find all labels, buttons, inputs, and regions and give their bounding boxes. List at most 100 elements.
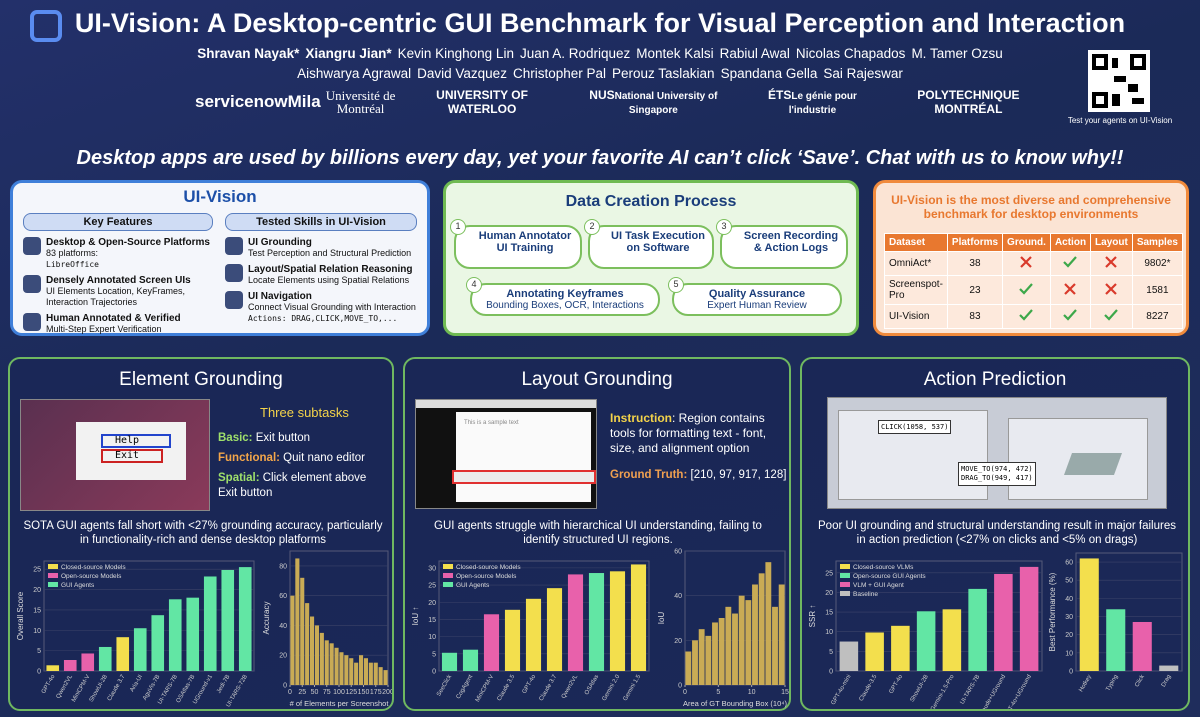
x-tick-label: 75 (323, 689, 331, 696)
y-tick-label: 0 (283, 683, 287, 690)
x-tick-label: Gemini-1.5-Pro (930, 673, 956, 709)
cell: 8227 (1131, 304, 1183, 329)
hist-bar (314, 625, 319, 685)
y-tick-label: 60 (1065, 560, 1073, 567)
step: Screen Recording & Action Logs (720, 225, 848, 269)
hist-bar (378, 667, 383, 685)
step: UI Task Execution on Software (588, 225, 714, 269)
feature-icon (23, 275, 41, 293)
y-axis-label: Overall Score (16, 591, 25, 640)
feature-title: UI Grounding (248, 237, 312, 248)
logo: servicenow (195, 92, 288, 112)
hist-bar (368, 662, 373, 685)
x-tick-label: 10 (748, 689, 756, 696)
step-number: 4 (466, 277, 482, 293)
y-axis-label: SSR ↑ (808, 605, 817, 628)
bool-cell (1090, 275, 1133, 305)
logo-text: NUS (589, 88, 615, 102)
header-cell: Action (1049, 233, 1092, 252)
qr-code[interactable] (1088, 50, 1150, 112)
y-tick-label: 25 (428, 583, 436, 590)
bar (116, 637, 130, 671)
legend-label: GUI Agents (61, 582, 95, 589)
hist-bar (745, 600, 752, 685)
logo-text: Université de Montréal (325, 88, 396, 116)
author: Christopher Pal (512, 66, 606, 81)
step-title: Screen Recording & Action Logs (743, 230, 839, 254)
y-tick-label: 0 (1069, 669, 1073, 676)
cross-path (1105, 256, 1118, 268)
hist-bar (718, 618, 725, 685)
cell: 83 (946, 304, 1004, 329)
subtask: Functional: Quit nano editor (218, 451, 388, 466)
cell: 23 (946, 275, 1004, 305)
hist-bar (758, 573, 765, 685)
logo-text: UNIVERSITY OF WATERLOO (436, 88, 528, 116)
bar (238, 567, 252, 671)
bool-cell (1090, 251, 1133, 276)
hist-bar (334, 647, 339, 685)
step-number: 5 (668, 277, 684, 293)
step-desc: Bounding Boxes, OCR, Interactions (486, 300, 644, 311)
x-tick-label: 0 (288, 689, 292, 696)
histogram: 0 20 40 60 IoU 0 5 10 15 Area of GT Bounding Box … (657, 549, 789, 709)
x-tick-label: Qwen2VL (56, 673, 75, 699)
y-tick-label: 0 (829, 669, 833, 676)
x-tick-label: 5 (716, 689, 720, 696)
legend-label: Closed-source Models (61, 564, 126, 571)
x-tick-label: GPT-4o (889, 673, 905, 694)
y-tick-label: 50 (1065, 578, 1073, 585)
step: Annotating Keyframes Bounding Boxes, OCR,… (470, 283, 660, 316)
feature-title: Desktop & Open-Source Platforms (46, 237, 210, 248)
x-tick-label: Gemini 1.5 (623, 673, 643, 702)
feature-desc: 83 platforms: (46, 248, 99, 258)
x-tick-label: Aria-UI (129, 674, 144, 693)
x-axis-label: Area of GT Bounding Box (10⁴) (683, 699, 787, 708)
logo: ÉTSLe génie pour l'industrie (743, 88, 882, 116)
feature-text: Human Annotated & Verified Multi-Step Exp… (46, 313, 181, 335)
hist-bar (329, 643, 334, 685)
feature-text: Layout/Spatial Relation Reasoning Locate … (248, 264, 412, 286)
comparison-table: Dataset Platforms Ground. Action Layout Sampl… (884, 233, 1183, 329)
feature-desc: Multi-Step Expert Verification (46, 324, 162, 334)
bar (1132, 621, 1152, 671)
feature-title: Densely Annotated Screen UIs (46, 275, 191, 286)
x-tick-label: GPT-4o-mini (831, 674, 853, 706)
x-tick-label: Claude-3.5 (858, 673, 878, 702)
bool-cell (1002, 304, 1051, 329)
authors: Shravan Nayak* Xiangru Jian* Kevin Kinghon… (160, 44, 1040, 84)
qr-caption: Test your agents on UI-Vision (1067, 116, 1173, 125)
bar (46, 665, 60, 671)
bar (186, 597, 200, 671)
instruction-text: : Region contains tools for formatting t… (610, 411, 767, 455)
y-tick-label: 10 (33, 628, 41, 635)
subtask-label: Functional: (218, 452, 280, 464)
x-tick-label: 175 (370, 689, 382, 696)
exit-box: Exit (101, 449, 163, 463)
histogram: 0 20 40 60 80 Accuracy 0 25 50 75 100 125 150 175 200 #… (262, 550, 392, 708)
feature-text: Desktop & Open-Source Platforms 83 platfo… (46, 237, 210, 270)
author: Montek Kalsi (636, 46, 714, 61)
y-tick-label: 20 (825, 590, 833, 597)
header-row: Dataset Platforms Ground. Action Layout Sampl… (884, 233, 1183, 252)
feature: UI Grounding Test Perception and Structur… (225, 237, 425, 259)
feature-icon (23, 313, 41, 331)
feature-text: Densely Annotated Screen UIs UI Elements … (46, 275, 219, 308)
hist-bar (295, 558, 300, 685)
subtask-label: Spatial: (218, 472, 260, 484)
feature: UI Navigation Connect Visual Grounding wi… (225, 291, 425, 324)
x-tick-label: GPT-4o (41, 673, 57, 694)
logo: Mila (288, 92, 321, 112)
check (1104, 309, 1119, 321)
x-tick-label: Qwen2VL (561, 673, 580, 699)
ground-truth: Ground Truth: [210, 97, 917, 128] (610, 469, 790, 481)
x-tick-label: Hotkey (1078, 674, 1093, 693)
skills: UI Grounding Test Perception and Structur… (225, 237, 425, 329)
logo-text: servicenow (195, 92, 288, 111)
y-tick-label: 10 (428, 634, 436, 641)
finding: GUI agents struggle with hierarchical UI… (434, 520, 762, 546)
legend-label: Baseline (853, 591, 878, 598)
subtask: Basic: Exit button (218, 431, 388, 446)
subtask: Spatial: Click element above Exit button (218, 471, 388, 501)
